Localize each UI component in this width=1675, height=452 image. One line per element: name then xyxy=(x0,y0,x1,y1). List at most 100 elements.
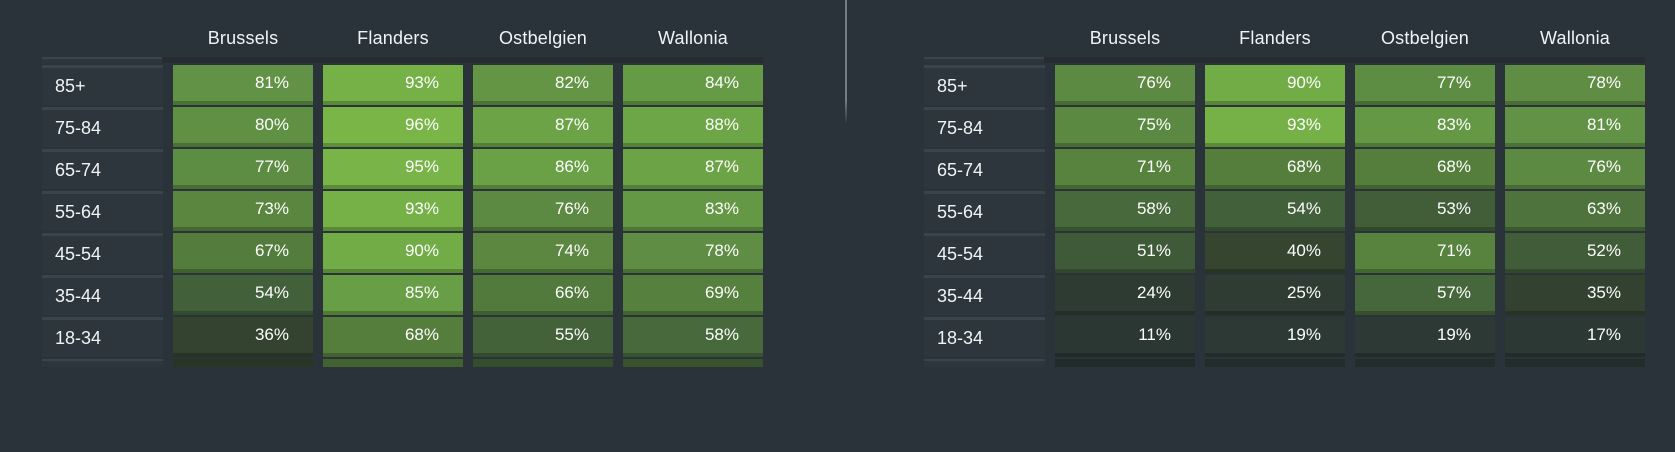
column-top-cap xyxy=(1194,57,1345,63)
heatmap-cell: 58% xyxy=(1055,191,1195,231)
heatmap-cell: 83% xyxy=(1355,107,1495,147)
heatmap-cell: 81% xyxy=(173,65,313,105)
heatmap-cell: 73% xyxy=(173,191,313,231)
row-label: 85+ xyxy=(924,65,1045,105)
heatmap-cell: 24% xyxy=(1055,275,1195,315)
column-header: Flanders xyxy=(357,28,429,48)
heatmap-cell: 66% xyxy=(473,275,613,315)
corner-spacer xyxy=(42,49,163,55)
corner-spacer xyxy=(924,49,1045,55)
heatmap-cell: 93% xyxy=(323,65,463,105)
heatmap-cell: 25% xyxy=(1205,275,1345,315)
row-label: 35-44 xyxy=(924,275,1045,315)
heatmap-cell: 90% xyxy=(323,233,463,273)
heatmap-cell: 75% xyxy=(1055,107,1195,147)
column-header: Ostbelgien xyxy=(498,28,588,48)
heatmap-cell: 52% xyxy=(1505,233,1645,273)
heatmap-cell: 93% xyxy=(323,191,463,231)
heatmap-cell: 54% xyxy=(1205,191,1345,231)
row-label: 55-64 xyxy=(924,191,1045,231)
column-bottom-stub xyxy=(1205,359,1345,367)
heatmap-cell: 87% xyxy=(623,149,763,189)
column-top-cap xyxy=(1494,57,1645,63)
heatmap-cell: 40% xyxy=(1205,233,1345,273)
heatmap-cell: 19% xyxy=(1205,317,1345,357)
heatmap-cell: 95% xyxy=(323,149,463,189)
column-bottom-stub xyxy=(1505,359,1645,367)
heatmap-cell: 83% xyxy=(623,191,763,231)
row-label: 85+ xyxy=(42,65,163,105)
heatmap-cell: 53% xyxy=(1355,191,1495,231)
column-header: Wallonia xyxy=(1540,28,1610,48)
heatmap-cell: 90% xyxy=(1205,65,1345,105)
heatmap-cell: 36% xyxy=(173,317,313,357)
row-label: 55-64 xyxy=(42,191,163,231)
heatmap-table-right: Brussels Flanders Ostbelgien Wallonia 85+ 76%… xyxy=(924,0,1645,367)
heatmap-cell: 82% xyxy=(473,65,613,105)
heatmap-cell: 76% xyxy=(1055,65,1195,105)
heatmap-cell: 68% xyxy=(1355,149,1495,189)
column-bottom-stub xyxy=(1055,359,1195,367)
heatmap-cell: 19% xyxy=(1355,317,1495,357)
heatmap-cell: 87% xyxy=(473,107,613,147)
heatmap-cell: 74% xyxy=(473,233,613,273)
label-column-bottom-stub xyxy=(42,359,163,367)
column-top-cap xyxy=(462,57,613,63)
heatmap-cell: 88% xyxy=(623,107,763,147)
column-top-cap xyxy=(612,57,763,63)
row-label: 65-74 xyxy=(42,149,163,189)
column-top-cap xyxy=(1344,57,1495,63)
heatmap-cell: 11% xyxy=(1055,317,1195,357)
column-bottom-stub xyxy=(1355,359,1495,367)
heatmap-cell: 93% xyxy=(1205,107,1345,147)
heatmap-cell: 51% xyxy=(1055,233,1195,273)
heatmap-table-left: Brussels Flanders Ostbelgien Wallonia 85+ 81%… xyxy=(42,0,763,367)
column-header: Flanders xyxy=(1239,28,1311,48)
heatmap-cell: 67% xyxy=(173,233,313,273)
heatmap-cell: 80% xyxy=(173,107,313,147)
heatmap-cell: 63% xyxy=(1505,191,1645,231)
column-bottom-stub xyxy=(623,359,763,367)
column-top-cap xyxy=(162,57,313,63)
row-label: 18-34 xyxy=(42,317,163,357)
column-bottom-stub xyxy=(173,359,313,367)
panel-divider xyxy=(845,0,847,124)
heatmap-cell: 78% xyxy=(1505,65,1645,105)
row-label: 75-84 xyxy=(42,107,163,147)
heatmap-cell: 77% xyxy=(173,149,313,189)
label-column-top-cap xyxy=(924,57,1045,63)
heatmap-cell: 58% xyxy=(623,317,763,357)
heatmap-cell: 71% xyxy=(1055,149,1195,189)
column-top-cap xyxy=(1044,57,1195,63)
heatmap-cell: 55% xyxy=(473,317,613,357)
label-column-bottom-stub xyxy=(924,359,1045,367)
heatmap-cell: 81% xyxy=(1505,107,1645,147)
row-label: 45-54 xyxy=(42,233,163,273)
heatmap-cell: 35% xyxy=(1505,275,1645,315)
heatmap-cell: 71% xyxy=(1355,233,1495,273)
heatmap-cell: 86% xyxy=(473,149,613,189)
row-label: 75-84 xyxy=(924,107,1045,147)
heatmap-cell: 68% xyxy=(1205,149,1345,189)
heatmap-cell: 68% xyxy=(323,317,463,357)
column-header: Brussels xyxy=(1089,28,1161,48)
label-column-top-cap xyxy=(42,57,163,63)
heatmap-cell: 76% xyxy=(473,191,613,231)
heatmap-cell: 54% xyxy=(173,275,313,315)
column-top-cap xyxy=(312,57,463,63)
row-label: 45-54 xyxy=(924,233,1045,273)
heatmap-cell: 78% xyxy=(623,233,763,273)
column-header: Wallonia xyxy=(658,28,728,48)
heatmap-cell: 76% xyxy=(1505,149,1645,189)
heatmap-cell: 17% xyxy=(1505,317,1645,357)
column-header: Ostbelgien xyxy=(1380,28,1470,48)
column-bottom-stub xyxy=(473,359,613,367)
heatmap-cell: 96% xyxy=(323,107,463,147)
heatmap-cell: 85% xyxy=(323,275,463,315)
row-label: 35-44 xyxy=(42,275,163,315)
heatmap-cell: 69% xyxy=(623,275,763,315)
row-label: 18-34 xyxy=(924,317,1045,357)
heatmap-cell: 57% xyxy=(1355,275,1495,315)
column-header: Brussels xyxy=(207,28,279,48)
